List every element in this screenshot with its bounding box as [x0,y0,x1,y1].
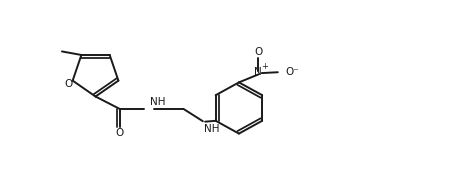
Text: +: + [260,62,267,71]
Text: O: O [254,47,262,57]
Text: O⁻: O⁻ [285,67,298,77]
Text: NH: NH [203,124,219,134]
Text: O: O [115,128,124,138]
Text: N: N [254,67,262,77]
Text: NH: NH [150,97,165,107]
Text: O: O [65,79,73,89]
